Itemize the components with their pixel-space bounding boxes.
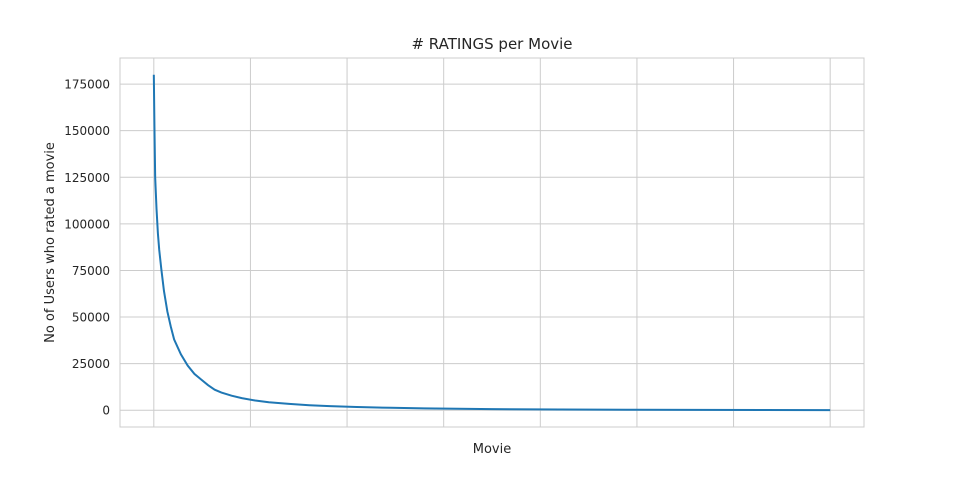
y-tick-label: 150000 xyxy=(64,124,110,138)
plot-frame xyxy=(119,57,865,428)
y-axis-ticks: 0 25000 50000 75000 100000 125000 150000 175000 xyxy=(64,78,110,418)
y-tick-label: 25000 xyxy=(72,357,110,371)
y-tick-label: 75000 xyxy=(72,264,110,278)
y-axis-label: No of Users who rated a movie xyxy=(43,142,58,343)
series-line xyxy=(152,74,831,412)
y-tick-label: 125000 xyxy=(64,171,110,185)
chart-title: # RATINGS per Movie xyxy=(411,35,572,53)
y-tick-label: 175000 xyxy=(64,78,110,92)
y-tick-label: 100000 xyxy=(64,217,110,231)
plot-area xyxy=(120,58,864,427)
x-axis-label: Movie xyxy=(473,442,511,457)
y-tick-label: 0 xyxy=(102,404,110,418)
y-tick-label: 50000 xyxy=(72,311,110,325)
